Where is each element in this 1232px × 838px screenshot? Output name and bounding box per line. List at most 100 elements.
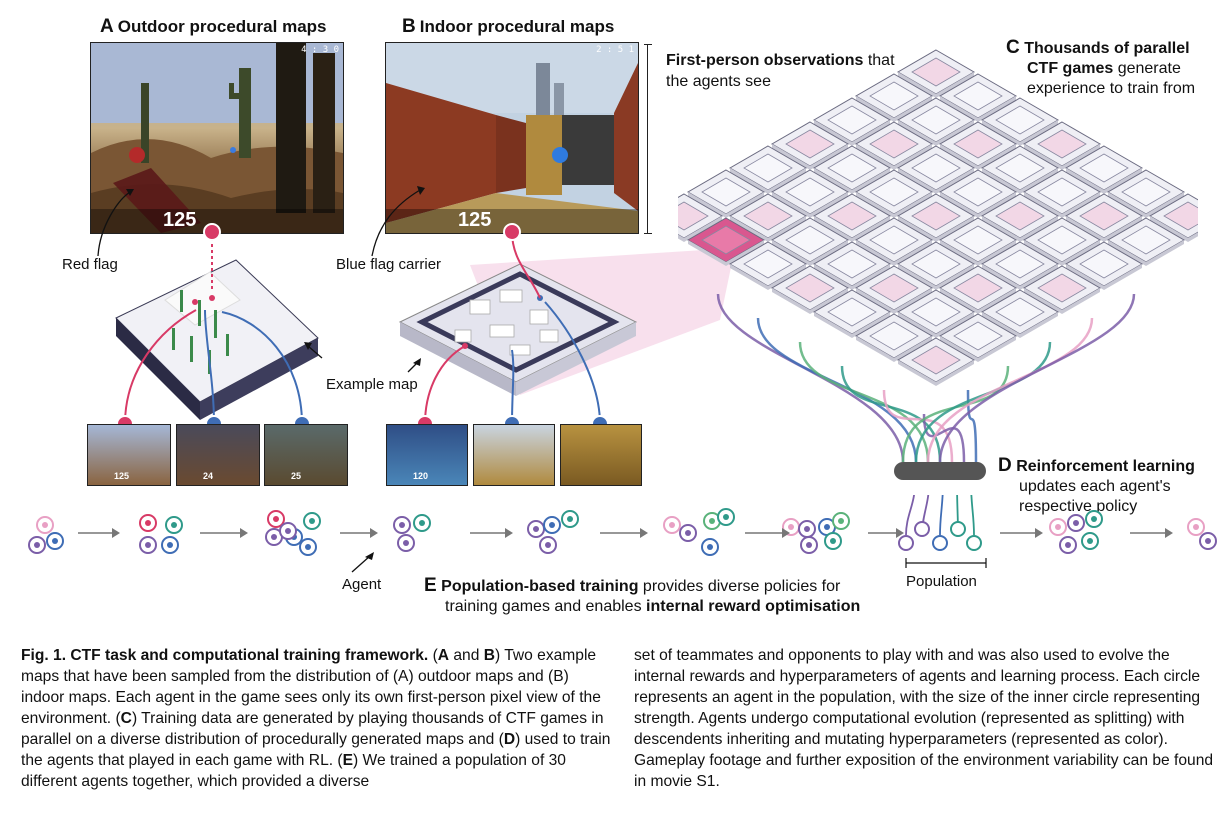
thumb-indoor-2 xyxy=(473,424,555,486)
game-tile xyxy=(1023,121,1101,170)
caption-segment: ) We trained a population of 30 differen… xyxy=(21,752,566,790)
caption-segment: D xyxy=(503,731,516,748)
game-tile xyxy=(897,193,975,242)
caption-segment: ) Two example maps that have been sample… xyxy=(21,647,601,727)
agent-strength xyxy=(567,516,573,522)
agent-strength xyxy=(838,518,844,524)
agent-strength xyxy=(403,540,409,546)
agent-strength xyxy=(399,522,405,528)
rl-block xyxy=(894,462,986,480)
thumb-outdoor-1: 125 xyxy=(87,424,171,486)
population-label: Population xyxy=(906,573,977,590)
game-tile xyxy=(939,169,1017,218)
game-tile xyxy=(1065,241,1143,290)
thumb-indoor-3 xyxy=(560,424,642,486)
agent-strength xyxy=(1065,542,1071,548)
agent-strength xyxy=(709,518,715,524)
agent-strength xyxy=(723,514,729,520)
policy-update-line xyxy=(939,495,944,536)
game-tile xyxy=(981,145,1059,194)
agent-label: Agent xyxy=(342,576,382,593)
agent-strength xyxy=(806,542,812,548)
panel-e-title: E Population-based training provides div… xyxy=(424,575,861,616)
game-tile xyxy=(1149,193,1198,242)
game-tile xyxy=(981,97,1059,146)
game-tile xyxy=(1065,145,1143,194)
game-tile xyxy=(813,289,891,338)
population-agent xyxy=(898,535,914,551)
game-tile xyxy=(1023,217,1101,266)
figure-graphics xyxy=(97,186,735,573)
game-tile xyxy=(981,289,1059,338)
evolution-arrowhead xyxy=(640,528,648,538)
agent-strength xyxy=(788,524,794,530)
game-tile xyxy=(981,193,1059,242)
evolution-arrowhead xyxy=(505,528,513,538)
game-tile xyxy=(897,145,975,194)
agent-strength xyxy=(707,544,713,550)
agent-strength xyxy=(533,526,539,532)
outdoor-screenshot: 4 : 3 0 125 xyxy=(90,42,344,234)
evolution-arrowhead xyxy=(896,528,904,538)
evolution-arrowhead xyxy=(1165,528,1173,538)
indoor-example-map xyxy=(398,263,638,396)
experience-line xyxy=(926,317,1094,463)
agent-strength xyxy=(804,526,810,532)
panel-d-title: D Reinforcement learning updates each ag… xyxy=(998,455,1195,516)
evolution-arrowhead xyxy=(240,528,248,538)
game-tile xyxy=(771,169,849,218)
game-tile xyxy=(855,73,933,122)
game-tile xyxy=(1023,169,1101,218)
caption-column-2: set of teammates and opponents to play w… xyxy=(634,647,1214,790)
panel-c-title: C Thousands of parallel CTF games genera… xyxy=(1006,37,1196,98)
game-tile xyxy=(729,145,807,194)
game-tile xyxy=(855,169,933,218)
game-tile xyxy=(897,337,975,386)
game-tile xyxy=(1107,169,1185,218)
population-row xyxy=(28,495,1217,568)
fp-bracket xyxy=(644,44,652,234)
game-tile xyxy=(897,241,975,290)
game-tile xyxy=(1065,193,1143,242)
caption-segment: ( xyxy=(428,647,438,664)
population-agent xyxy=(950,521,966,537)
game-tile xyxy=(897,289,975,338)
game-tile xyxy=(687,217,765,266)
evolution-arrowhead xyxy=(112,528,120,538)
game-tile xyxy=(729,193,807,242)
game-tile xyxy=(771,121,849,170)
agent-strength xyxy=(545,542,551,548)
game-tile xyxy=(687,169,765,218)
game-tile xyxy=(897,49,975,98)
indoor-screenshot: 2 : 5 1 125 xyxy=(385,42,639,234)
blue-flag-carrier-label: Blue flag carrier xyxy=(336,256,442,273)
game-tile xyxy=(1107,217,1185,266)
fp-observations-label: First-person observations that the agent… xyxy=(666,52,895,90)
agent-strength xyxy=(145,520,151,526)
game-tile xyxy=(771,217,849,266)
game-tile xyxy=(813,241,891,290)
agent-strength xyxy=(145,542,151,548)
game-tile xyxy=(855,217,933,266)
game-tile xyxy=(771,265,849,314)
game-tile xyxy=(897,97,975,146)
panel-b-title: B Indoor procedural maps xyxy=(402,16,615,37)
panel-a-title: A Outdoor procedural maps xyxy=(100,16,327,37)
parallel-games-grid xyxy=(678,49,1198,463)
agent-strength xyxy=(669,522,675,528)
agent-strength xyxy=(419,520,425,526)
experience-line xyxy=(938,293,1136,463)
caption-segment: and xyxy=(449,647,484,664)
game-tile xyxy=(939,121,1017,170)
caption-segment: E xyxy=(342,752,354,769)
policy-update-line xyxy=(970,495,975,536)
red-flag-label: Red flag xyxy=(62,256,118,273)
agent-strength xyxy=(830,538,836,544)
agent-strength xyxy=(309,518,315,524)
policy-update-line xyxy=(905,495,915,536)
agent-strength xyxy=(1055,524,1061,530)
evolution-arrowhead xyxy=(1035,528,1043,538)
agent-strength xyxy=(1087,538,1093,544)
experience-line xyxy=(966,389,978,463)
agent-strength xyxy=(42,522,48,528)
